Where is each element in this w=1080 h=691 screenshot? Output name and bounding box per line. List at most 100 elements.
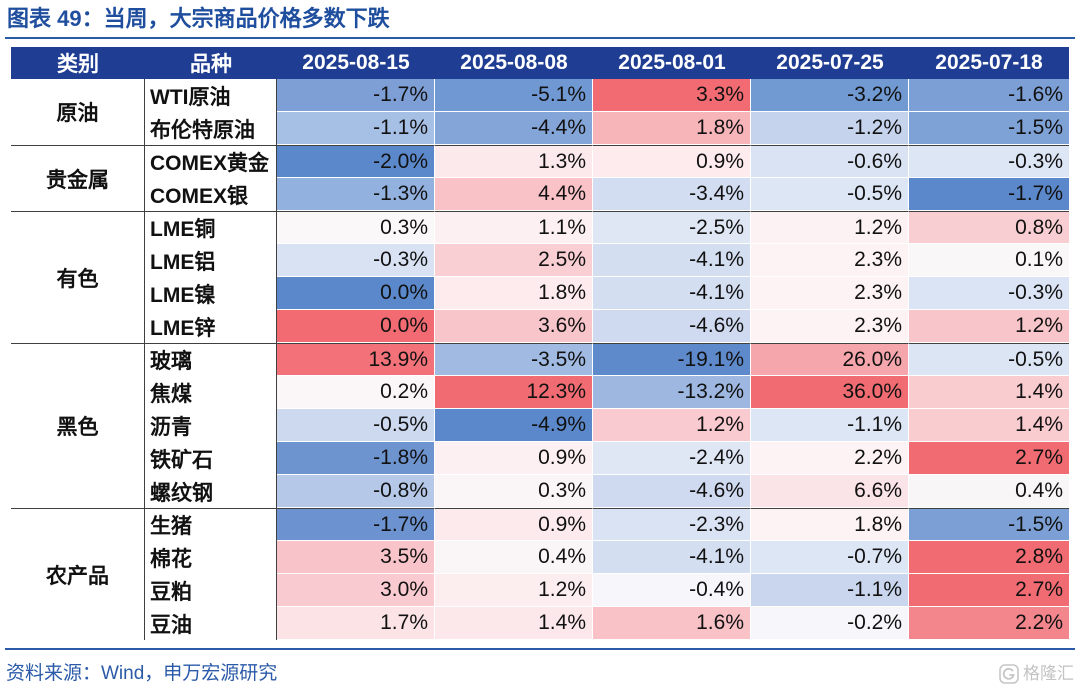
- table-row: 铁矿石 -1.8% 0.9% -2.4% 2.2% 2.7%: [11, 442, 1069, 475]
- heatmap-cell: -1.5%: [909, 508, 1069, 541]
- heatmap-cell: 1.2%: [593, 409, 751, 442]
- heatmap-cell: 0.9%: [593, 145, 751, 178]
- header-date-2025-08-15: 2025-08-15: [277, 47, 435, 79]
- heatmap-cell: -0.3%: [909, 277, 1069, 310]
- variety-label: 豆油: [145, 607, 277, 640]
- heatmap-cell: 2.3%: [751, 310, 909, 343]
- heatmap-cell: 2.7%: [909, 574, 1069, 607]
- category-label: 原油: [11, 79, 145, 145]
- heatmap-cell: 3.3%: [593, 79, 751, 112]
- heatmap-cell: 2.5%: [435, 244, 593, 277]
- heatmap-cell: -19.1%: [593, 343, 751, 376]
- header-row: 类别 品种 2025-08-15 2025-08-08 2025-08-01 2025…: [11, 47, 1069, 79]
- heatmap-cell: -5.1%: [435, 79, 593, 112]
- table-row: 螺纹钢 -0.8% 0.3% -4.6% 6.6% 0.4%: [11, 475, 1069, 508]
- heatmap-cell: 3.5%: [277, 541, 435, 574]
- heatmap-cell: 0.0%: [277, 277, 435, 310]
- heatmap-cell: 1.8%: [435, 277, 593, 310]
- header-date-2025-07-25: 2025-07-25: [751, 47, 909, 79]
- heatmap-cell: 1.7%: [277, 607, 435, 640]
- variety-label: 焦煤: [145, 376, 277, 409]
- commodity-heatmap-table: 类别 品种 2025-08-15 2025-08-08 2025-08-01 2025…: [11, 47, 1069, 640]
- heatmap-cell: -1.7%: [909, 178, 1069, 211]
- source-rule: [5, 648, 1075, 650]
- table-row: 原油 WTI原油 -1.7% -5.1% 3.3% -3.2% -1.6%: [11, 79, 1069, 145]
- heatmap-cell: 2.3%: [751, 277, 909, 310]
- heatmap-cell: 0.0%: [277, 310, 435, 343]
- variety-label: LME铜: [145, 211, 277, 244]
- heatmap-cell: -1.5%: [909, 112, 1069, 145]
- table-row: 沥青 -0.5% -4.9% 1.2% -1.1% 1.4%: [11, 409, 1069, 442]
- heatmap-cell: 0.9%: [435, 508, 593, 541]
- heatmap-cell: -0.5%: [909, 343, 1069, 376]
- heatmap-cell: -1.1%: [751, 574, 909, 607]
- heatmap-cell: -1.1%: [277, 112, 435, 145]
- heatmap-cell: 13.9%: [277, 343, 435, 376]
- table-row: 黑色 玻璃 13.9% -3.5% -19.1% 26.0% -0.5%: [11, 343, 1069, 508]
- category-label: 黑色: [11, 343, 145, 508]
- heatmap-cell: -4.1%: [593, 277, 751, 310]
- heatmap-cell: -0.6%: [751, 145, 909, 178]
- heatmap-cell: 0.3%: [277, 211, 435, 244]
- table-row: 豆油 1.7% 1.4% 1.6% -0.2% 2.2%: [11, 607, 1069, 640]
- heatmap-cell: 1.2%: [751, 211, 909, 244]
- variety-label: 生猪: [145, 508, 277, 541]
- variety-label: COMEX银: [145, 178, 277, 211]
- heatmap-cell: 0.4%: [909, 475, 1069, 508]
- variety-label: LME铝: [145, 244, 277, 277]
- source-note: 资料来源：Wind，申万宏源研究: [6, 663, 278, 684]
- variety-label: 棉花: [145, 541, 277, 574]
- heatmap-cell: -2.0%: [277, 145, 435, 178]
- heatmap-cell: -1.6%: [909, 79, 1069, 112]
- heatmap-cell: -0.3%: [277, 244, 435, 277]
- heatmap-cell: 0.4%: [435, 541, 593, 574]
- heatmap-cell: 1.4%: [435, 607, 593, 640]
- variety-label: 玻璃: [145, 343, 277, 376]
- heatmap-cell: -4.6%: [593, 310, 751, 343]
- heatmap-cell: 1.4%: [909, 376, 1069, 409]
- heatmap-cell: 3.6%: [435, 310, 593, 343]
- heatmap-cell: -0.8%: [277, 475, 435, 508]
- table-row: LME镍 0.0% 1.8% -4.1% 2.3% -0.3%: [11, 277, 1069, 310]
- heatmap-cell: -0.4%: [593, 574, 751, 607]
- table-row: COMEX银 -1.3% 4.4% -3.4% -0.5% -1.7%: [11, 178, 1069, 211]
- heatmap-cell: 36.0%: [751, 376, 909, 409]
- figure-title: 图表 49：当周，大宗商品价格多数下跌: [7, 6, 390, 31]
- heatmap-cell: -4.6%: [593, 475, 751, 508]
- variety-label: LME镍: [145, 277, 277, 310]
- watermark-text: 格隆汇: [1023, 664, 1074, 683]
- variety-label: 铁矿石: [145, 442, 277, 475]
- table-row: 有色 LME铜 0.3% 1.1% -2.5% 1.2% 0.8%: [11, 211, 1069, 343]
- header-date-2025-07-18: 2025-07-18: [909, 47, 1069, 79]
- variety-label: 螺纹钢: [145, 475, 277, 508]
- heatmap-cell: 1.2%: [435, 574, 593, 607]
- header-date-2025-08-08: 2025-08-08: [435, 47, 593, 79]
- heatmap-cell: -3.5%: [435, 343, 593, 376]
- table-body: 原油 WTI原油 -1.7% -5.1% 3.3% -3.2% -1.6% 布伦特原油 -1.1…: [11, 79, 1069, 640]
- category-label: 贵金属: [11, 145, 145, 211]
- heatmap-cell: 1.8%: [751, 508, 909, 541]
- heatmap-cell: -4.4%: [435, 112, 593, 145]
- heatmap-cell: 1.1%: [435, 211, 593, 244]
- heatmap-cell: -1.2%: [751, 112, 909, 145]
- heatmap-cell: 2.2%: [909, 607, 1069, 640]
- heatmap-cell: -1.8%: [277, 442, 435, 475]
- heatmap-cell: -2.5%: [593, 211, 751, 244]
- heatmap-cell: 2.3%: [751, 244, 909, 277]
- table-row: 布伦特原油 -1.1% -4.4% 1.8% -1.2% -1.5%: [11, 112, 1069, 145]
- table-row: 焦煤 0.2% 12.3% -13.2% 36.0% 1.4%: [11, 376, 1069, 409]
- variety-label: 豆粕: [145, 574, 277, 607]
- heatmap-cell: -3.2%: [751, 79, 909, 112]
- heatmap-cell: 2.2%: [751, 442, 909, 475]
- heatmap-cell: -13.2%: [593, 376, 751, 409]
- heatmap-cell: 1.2%: [909, 310, 1069, 343]
- heatmap-cell: 0.9%: [435, 442, 593, 475]
- heatmap-cell: -2.4%: [593, 442, 751, 475]
- variety-label: LME锌: [145, 310, 277, 343]
- gelonghui-logo-icon: [999, 664, 1019, 684]
- heatmap-cell: 0.2%: [277, 376, 435, 409]
- heatmap-cell: 12.3%: [435, 376, 593, 409]
- heatmap-cell: 1.4%: [909, 409, 1069, 442]
- heatmap-cell: -0.3%: [909, 145, 1069, 178]
- heatmap-cell: 3.0%: [277, 574, 435, 607]
